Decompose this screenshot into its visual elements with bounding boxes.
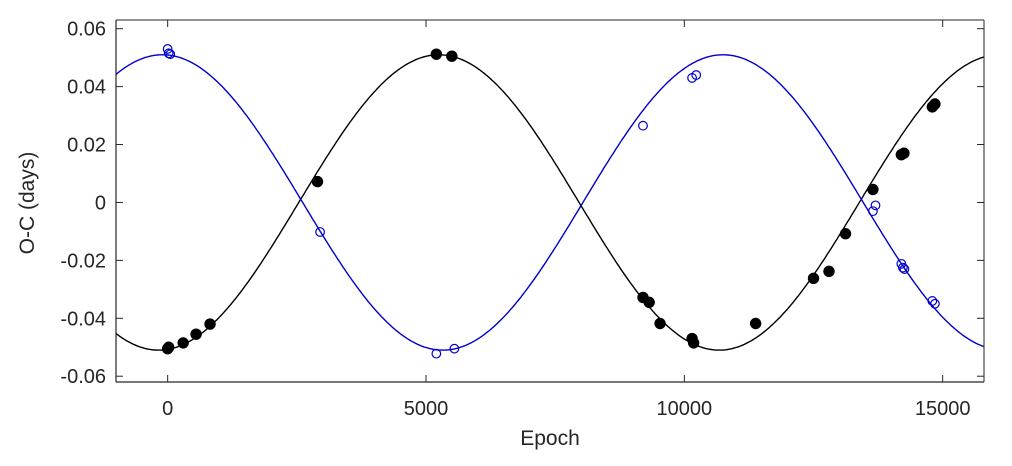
fit-curve-1 <box>116 54 984 351</box>
axis-ticks: 0 5000 10000 15000 -0.06 -0.04 -0.02 0 0.02 0.04 0… <box>60 19 984 420</box>
filled-point-3 <box>177 337 189 349</box>
open-point-16 <box>930 298 940 309</box>
x-tick-label: 10000 <box>657 398 713 420</box>
open-point-3 <box>165 49 176 60</box>
fit-curve-2 <box>116 54 984 351</box>
y-tick-label: -0.04 <box>60 308 106 330</box>
open-point-14 <box>899 264 910 274</box>
filled-point-22 <box>929 98 941 110</box>
filled-point-16 <box>823 265 835 278</box>
open-point-5 <box>431 348 442 359</box>
filled-point-8 <box>446 50 458 62</box>
filled-point-4 <box>190 328 202 340</box>
filled-point-17 <box>839 228 852 240</box>
y-tick-label: 0 <box>95 192 106 214</box>
y-tick-label: 0.06 <box>67 19 106 41</box>
filled-point-15 <box>807 272 820 285</box>
filled-point-14 <box>749 317 762 330</box>
filled-point-5 <box>204 318 216 330</box>
y-axis-title: O-C (days) <box>16 152 39 255</box>
x-tick-label: 0 <box>162 398 173 420</box>
filled-point-13 <box>687 337 700 349</box>
plot-area <box>115 19 985 383</box>
filled-point-20 <box>898 147 910 159</box>
filled-point-2 <box>163 341 175 353</box>
open-point-15 <box>927 296 938 306</box>
open-point-10 <box>868 206 878 217</box>
open-point-2 <box>163 48 174 59</box>
y-tick-label: -0.02 <box>60 250 106 272</box>
open-point-7 <box>638 120 648 131</box>
plot-content <box>116 44 984 359</box>
x-tick-label: 5000 <box>404 398 449 420</box>
open-point-1 <box>162 44 173 54</box>
filled-point-11 <box>654 317 666 330</box>
filled-point-18 <box>867 183 879 196</box>
filled-point-10 <box>643 296 655 309</box>
open-point-4 <box>315 227 325 237</box>
y-tick-label: 0.04 <box>67 77 106 99</box>
y-tick-label: 0.02 <box>67 135 106 157</box>
open-point-13 <box>897 262 908 273</box>
y-tick-label: -0.06 <box>60 366 106 388</box>
open-point-11 <box>870 200 881 211</box>
open-point-9 <box>691 70 702 80</box>
filled-point-7 <box>430 48 443 60</box>
filled-point-6 <box>311 175 324 188</box>
x-axis-title: Epoch <box>520 427 580 450</box>
x-tick-label: 15000 <box>915 398 971 420</box>
open-point-6 <box>449 343 460 354</box>
